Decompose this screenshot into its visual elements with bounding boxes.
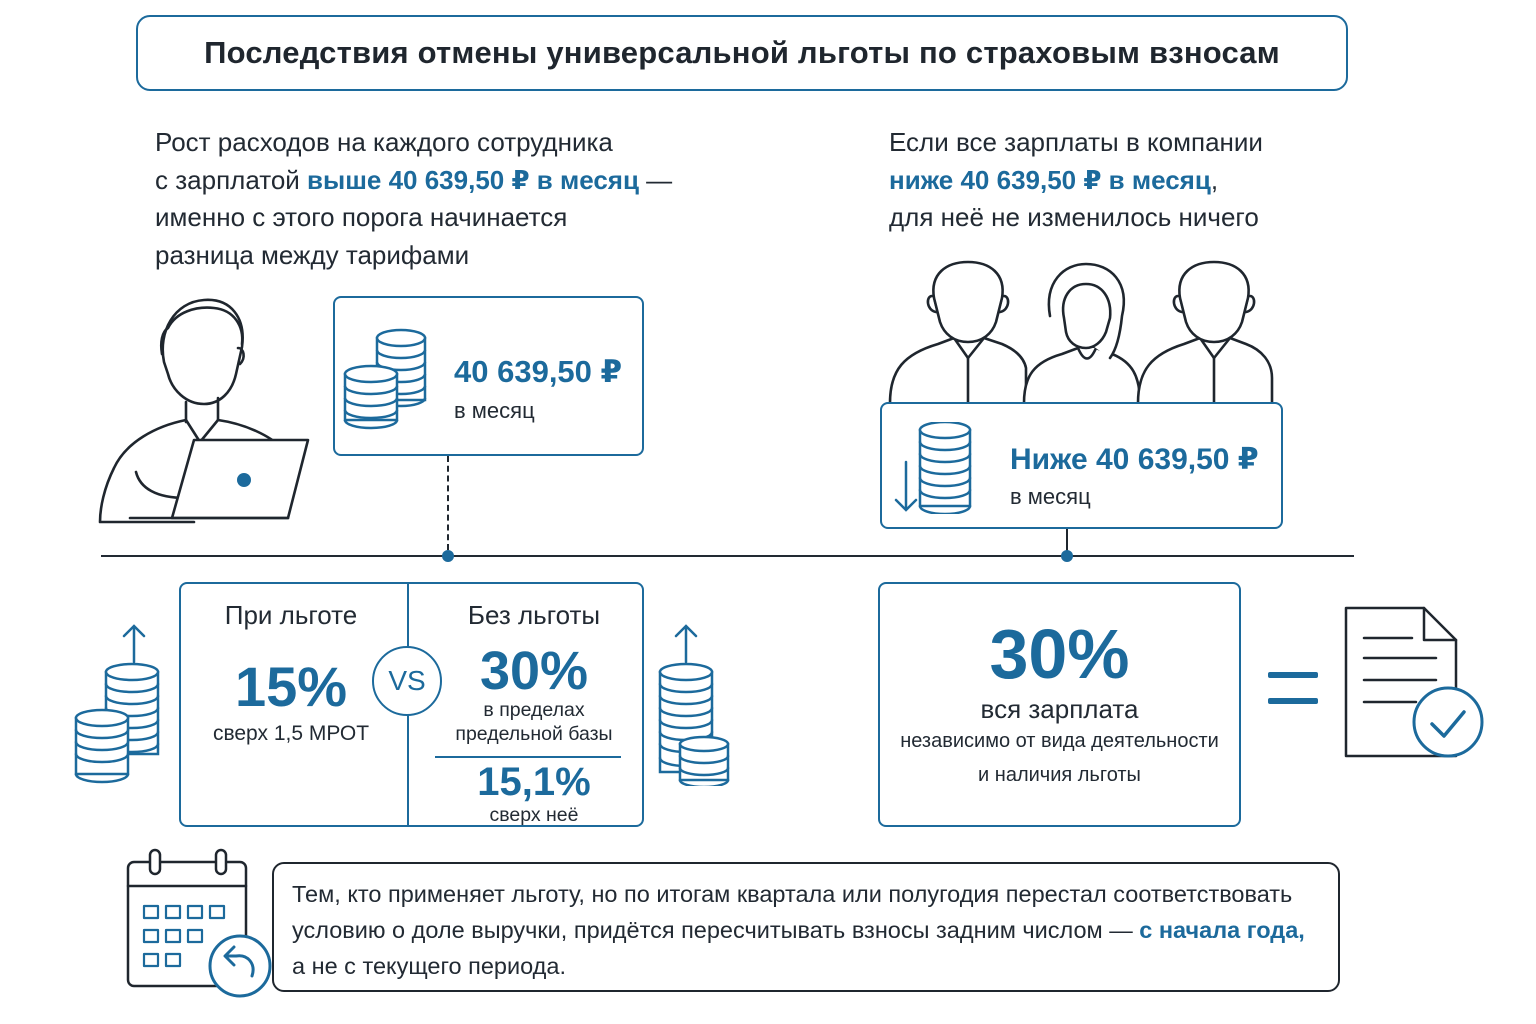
- page-title: Последствия отмены универсальной льготы …: [204, 35, 1280, 70]
- recalculation-notice: Тем, кто применяет льготу, но по итогам …: [272, 862, 1340, 992]
- right-intro-text: Если все зарплаты в компании ниже 40 639…: [889, 124, 1449, 237]
- flat-rate-line3: и наличия льготы: [978, 764, 1141, 786]
- notice-line2-prefix: условию о доле выручки, придётся пересчи…: [292, 917, 1140, 943]
- without-benefit-heading: Без льготы: [467, 600, 601, 630]
- group-of-people-icon: [884, 258, 1276, 408]
- left-intro-line3: именно с этого порога начинается: [155, 202, 568, 232]
- vs-badge: VS: [372, 646, 442, 716]
- below-connector: [1066, 529, 1068, 551]
- right-intro-line3: для неё не изменилось ничего: [889, 202, 1259, 232]
- notice-line1: Тем, кто применяет льготу, но по итогам …: [292, 881, 1293, 907]
- threshold-card: 40 639,50 ₽ в месяц: [333, 296, 644, 456]
- without-benefit-rate: 30%: [479, 641, 589, 701]
- below-period: в месяц: [1010, 484, 1091, 509]
- flat-rate-card: 30% вся зарплата независимо от вида деят…: [878, 582, 1241, 827]
- without-benefit-separator: [435, 756, 621, 758]
- coins-up-arrow-icon: [72, 622, 164, 786]
- threshold-connector: [447, 456, 449, 550]
- without-benefit-note-line1: в пределах: [483, 699, 585, 721]
- with-benefit-note: сверх 1,5 МРОТ: [212, 722, 370, 745]
- flat-rate-line2: независимо от вида деятельности: [900, 730, 1219, 752]
- person-laptop-icon: [86, 292, 316, 528]
- left-intro-line4: разница между тарифами: [155, 239, 470, 270]
- title-banner: Последствия отмены универсальной льготы …: [136, 15, 1348, 91]
- below-threshold-card: Ниже 40 639,50 ₽ в месяц: [880, 402, 1283, 529]
- coins-down-arrow-icon: [892, 422, 978, 514]
- right-intro-line2: ниже 40 639,50 ₽ в месяц,: [889, 162, 1449, 200]
- timeline-divider: [101, 555, 1354, 557]
- right-intro-threshold: ниже 40 639,50 ₽ в месяц: [889, 164, 1211, 195]
- right-intro-line2-suffix: ,: [1210, 164, 1219, 195]
- calendar-return-icon: [124, 846, 276, 1002]
- left-intro-line2: с зарплатой выше 40 639,50 ₽ в месяц —: [155, 162, 795, 200]
- below-marker-dot: [1061, 550, 1073, 562]
- comparison-card: При льготе 15% сверх 1,5 МРОТ VS Без льг…: [179, 582, 644, 827]
- threshold-period: в месяц: [454, 398, 535, 423]
- flat-rate-line1: вся зарплата: [980, 694, 1139, 724]
- right-intro-line1: Если все зарплаты в компании: [889, 127, 1263, 157]
- threshold-marker-dot: [442, 550, 454, 562]
- with-benefit-heading: При льготе: [224, 600, 358, 630]
- notice-line2: условию о доле выручки, придётся пересчи…: [292, 912, 1338, 948]
- coins-stack-icon: [341, 328, 431, 432]
- threshold-amount: 40 639,50 ₽: [454, 354, 623, 389]
- vs-label: VS: [388, 665, 426, 696]
- left-intro-line2-prefix: с зарплатой: [155, 164, 308, 195]
- equals-sign-icon: [1268, 672, 1318, 706]
- with-benefit-rate: 15%: [234, 655, 348, 718]
- without-benefit-rate2: 15,1%: [477, 760, 591, 804]
- left-intro-text: Рост расходов на каждого сотрудника с за…: [155, 124, 795, 274]
- without-benefit-note: в пределах предельной базы: [429, 698, 639, 746]
- flat-rate: 30%: [989, 615, 1130, 693]
- left-intro-line2-suffix: —: [638, 164, 673, 195]
- notice-line3: а не с текущего периода.: [292, 953, 566, 979]
- document-check-icon: [1340, 604, 1486, 766]
- notice-highlight: с начала года,: [1139, 917, 1305, 943]
- without-benefit-note2: сверх неё: [489, 804, 579, 826]
- without-benefit-note-line2: предельной базы: [455, 723, 613, 745]
- left-intro-line1: Рост расходов на каждого сотрудника: [155, 127, 613, 157]
- coins-up-arrow-icon: [654, 622, 734, 786]
- left-intro-threshold: выше 40 639,50 ₽ в месяц: [307, 164, 639, 195]
- below-amount: Ниже 40 639,50 ₽: [1010, 443, 1259, 476]
